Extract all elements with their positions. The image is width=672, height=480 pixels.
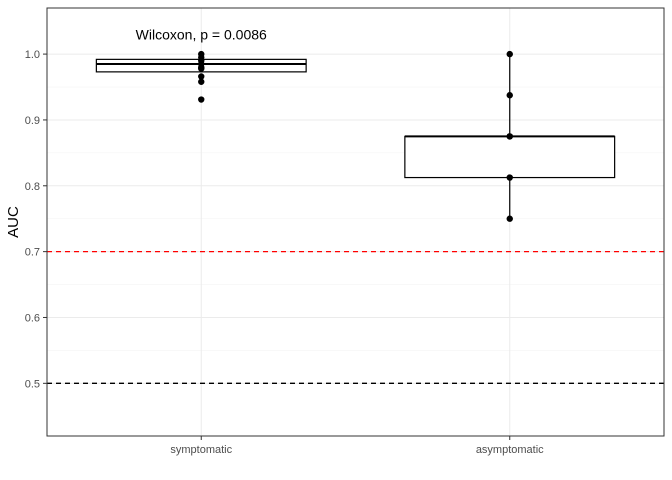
y-tick-label: 1.0 [25, 49, 40, 61]
y-tick-label: 0.6 [25, 312, 40, 324]
data-point-symptomatic [198, 78, 205, 85]
y-tick-label: 0.7 [25, 247, 40, 259]
reference-lines [47, 250, 664, 384]
y-tick-label: 0.8 [25, 181, 40, 193]
data-point-asymptomatic [506, 215, 513, 222]
plot-panel-border [46, 7, 665, 437]
plot-panel-background [47, 8, 664, 436]
data-points [198, 50, 513, 222]
y-tick-label: 0.9 [25, 115, 40, 127]
y-tick-label: 0.5 [25, 378, 40, 390]
data-point-symptomatic [198, 73, 205, 80]
wilcoxon-annotation: Wilcoxon, p = 0.0086 [136, 26, 267, 42]
data-point-asymptomatic [506, 174, 513, 181]
data-point-symptomatic [198, 65, 205, 72]
data-point-asymptomatic [506, 50, 513, 58]
data-point-asymptomatic [506, 92, 513, 99]
y-axis-title: AUC [5, 206, 22, 238]
data-point-symptomatic [198, 96, 205, 103]
box-iqr [404, 135, 616, 179]
x-tick-label-asymptomatic: asymptomatic [476, 444, 544, 456]
data-point-asymptomatic [506, 133, 513, 140]
x-axis-ticks: symptomatic asymptomatic [170, 436, 544, 456]
x-tick-label-symptomatic: symptomatic [170, 444, 232, 456]
y-axis-ticks: 0.5 0.6 0.7 0.8 0.9 1.0 [25, 49, 47, 390]
